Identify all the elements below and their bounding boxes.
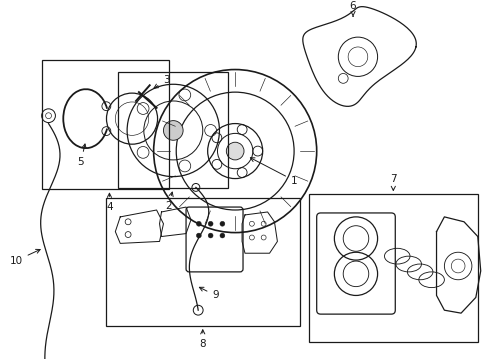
Bar [118, 72, 228, 188]
Circle shape [196, 233, 201, 238]
Circle shape [208, 221, 213, 226]
Text: 4: 4 [106, 193, 113, 212]
Bar [41, 60, 169, 189]
Text: 3: 3 [154, 75, 169, 88]
Circle shape [163, 121, 183, 140]
Circle shape [226, 142, 244, 160]
Circle shape [220, 221, 224, 226]
Circle shape [208, 233, 213, 238]
Bar [308, 194, 477, 342]
Text: 2: 2 [165, 192, 173, 211]
Text: 7: 7 [389, 174, 396, 190]
Text: 8: 8 [199, 330, 205, 348]
Text: 1: 1 [250, 158, 297, 185]
Text: 5: 5 [78, 144, 86, 167]
Circle shape [220, 233, 224, 238]
Bar [105, 198, 299, 326]
Circle shape [196, 221, 201, 226]
Text: 9: 9 [199, 287, 219, 300]
Text: 6: 6 [349, 1, 356, 16]
Text: 10: 10 [10, 249, 40, 266]
